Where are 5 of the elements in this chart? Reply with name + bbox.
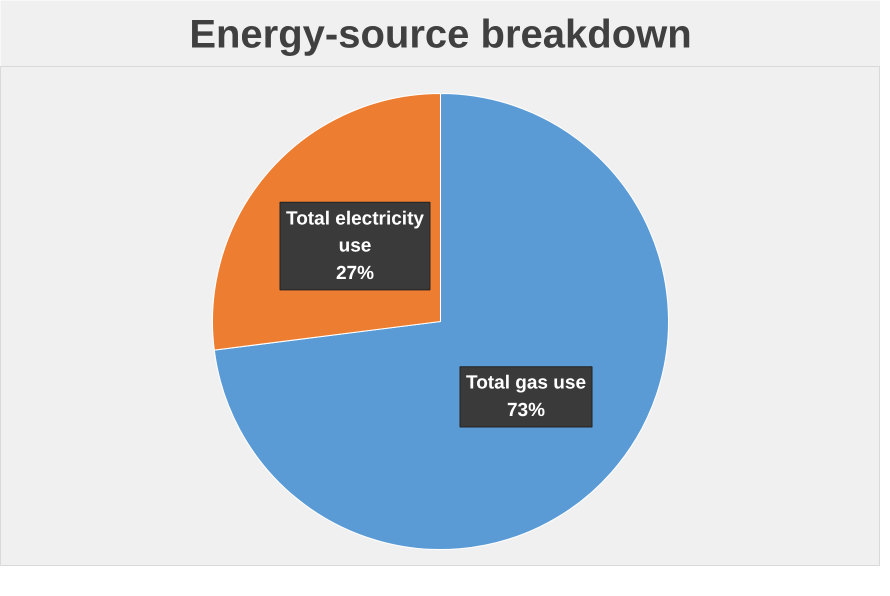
chart-title: Energy-source breakdown <box>189 12 692 56</box>
data-label: 27% <box>336 262 374 284</box>
data-label: 73% <box>507 400 546 422</box>
slice-label: Total electricity use <box>286 208 424 257</box>
slice-label: Total gas use <box>466 372 586 394</box>
